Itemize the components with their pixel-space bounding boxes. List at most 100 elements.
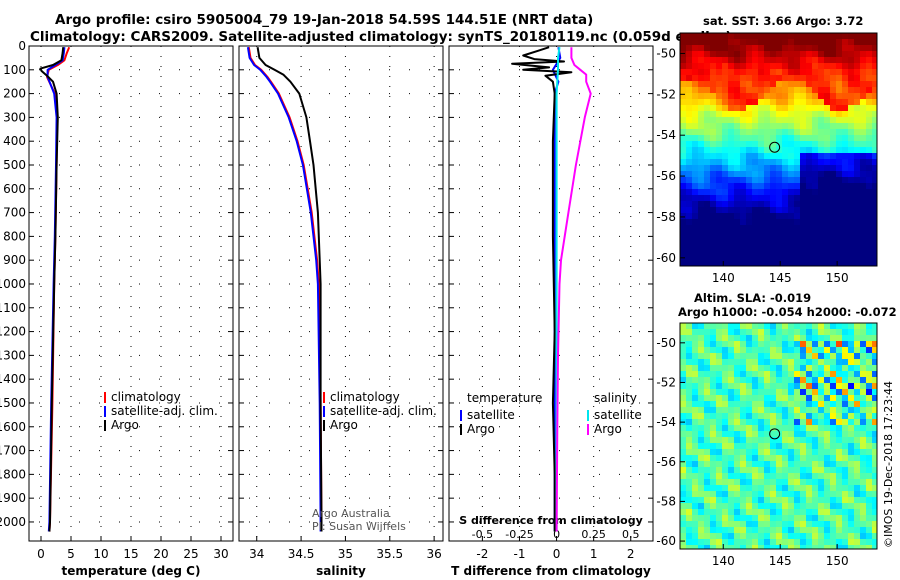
map-cell (692, 57, 698, 63)
map-cell (710, 123, 716, 129)
y-tick-label: 1400 (0, 372, 26, 386)
map-cell (734, 461, 740, 467)
map-cell (740, 503, 746, 509)
map-cell (776, 413, 782, 419)
map-cell (740, 431, 746, 437)
map-cell (788, 347, 794, 353)
map-cell (872, 111, 877, 117)
map-cell (782, 509, 788, 515)
map-cell (836, 473, 842, 479)
map-cell (860, 365, 866, 371)
map-cell (800, 323, 806, 329)
map-cell (788, 425, 794, 431)
map-cell (770, 413, 776, 419)
map-cell (746, 395, 752, 401)
map-cell (686, 401, 692, 407)
map-cell (746, 159, 752, 165)
map-cell (800, 93, 806, 99)
map-cell (758, 135, 764, 141)
map-cell (698, 455, 704, 461)
map-cell (734, 201, 740, 207)
map-cell (842, 105, 848, 111)
map-cell (704, 153, 710, 159)
map-cell (752, 243, 758, 249)
map-cell (710, 237, 716, 243)
map-cell (794, 75, 800, 81)
map-cell (734, 443, 740, 449)
map-cell (854, 177, 860, 183)
map-cell (698, 111, 704, 117)
map-cell (698, 225, 704, 231)
map-cell (710, 45, 716, 51)
argo-position-marker (769, 428, 781, 440)
map-cell (824, 123, 830, 129)
map-cell (866, 159, 872, 165)
map-cell (716, 443, 722, 449)
map-cell (812, 117, 818, 123)
map-cell (800, 105, 806, 111)
map-cell (746, 365, 752, 371)
map-cell (848, 237, 854, 243)
map-cell (788, 225, 794, 231)
map-cell (782, 377, 788, 383)
map-cell (686, 365, 692, 371)
map-cell (860, 249, 866, 255)
map-cell (752, 377, 758, 383)
map-cell (740, 389, 746, 395)
map-cell (794, 329, 800, 335)
map-cell (758, 105, 764, 111)
map-cell (782, 171, 788, 177)
map-cell (788, 183, 794, 189)
map-cell (722, 57, 728, 63)
map-cell (866, 87, 872, 93)
map-cell (818, 443, 824, 449)
map-cell (758, 201, 764, 207)
legend-label: climatology (330, 390, 400, 404)
map-cell (866, 335, 872, 341)
map-cell (722, 395, 728, 401)
map-cell (860, 93, 866, 99)
map-cell (716, 545, 722, 549)
map-cell (818, 509, 824, 515)
map-cell (710, 213, 716, 219)
map-cell (770, 431, 776, 437)
map-cell (866, 63, 872, 69)
map-cell (830, 171, 836, 177)
map-cell (746, 183, 752, 189)
map-cell (794, 449, 800, 455)
map-cell (710, 207, 716, 213)
map-cell (866, 147, 872, 153)
map-cell (830, 353, 836, 359)
map-cell (830, 219, 836, 225)
map-cell (770, 75, 776, 81)
map-cell (758, 159, 764, 165)
map-cell (836, 213, 842, 219)
map-cell (794, 249, 800, 255)
map-cell (800, 461, 806, 467)
map-cell (710, 93, 716, 99)
map-cell (794, 515, 800, 521)
x-axis-label: salinity (316, 564, 366, 578)
map-cell (830, 159, 836, 165)
map-cell (824, 171, 830, 177)
map-cell (692, 105, 698, 111)
map-cell (692, 249, 698, 255)
map-cell (752, 201, 758, 207)
map-cell (866, 81, 872, 87)
map-cell (752, 395, 758, 401)
map-cell (740, 261, 746, 266)
map-cell (836, 353, 842, 359)
map-cell (782, 81, 788, 87)
map-cell (758, 261, 764, 266)
map-cell (830, 165, 836, 171)
map-cell (686, 461, 692, 467)
map-cell (728, 515, 734, 521)
map-cell (806, 455, 812, 461)
map-cell (764, 51, 770, 57)
map-cell (710, 69, 716, 75)
map-cell (686, 87, 692, 93)
map-cell (710, 533, 716, 539)
map-cell (716, 63, 722, 69)
map-cell (680, 69, 686, 75)
